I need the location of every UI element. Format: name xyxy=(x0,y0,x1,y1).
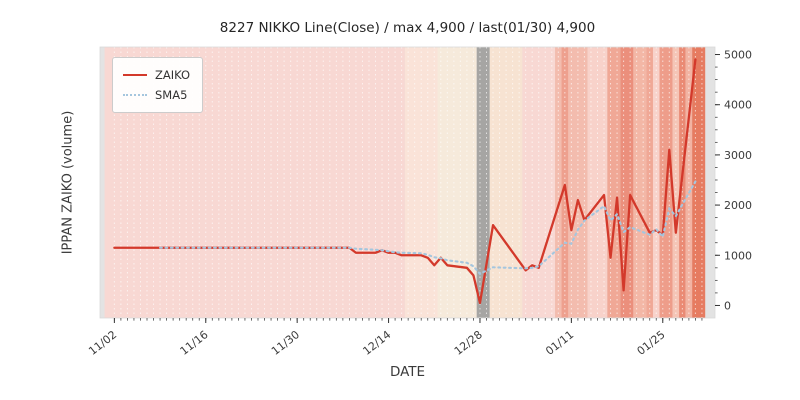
sma5-line-swatch xyxy=(123,94,147,96)
x-tick-label: 01/25 xyxy=(635,328,668,358)
y-tick-label: 5000 xyxy=(724,49,752,62)
legend-label-sma5: SMA5 xyxy=(155,88,188,102)
plot-frame xyxy=(99,46,716,319)
x-tick-labels: 11/02 11/16 11/30 12/14 12/28 01/11 01/25 xyxy=(86,328,667,358)
y-tick-label: 3000 xyxy=(724,149,752,162)
zaiko-line-swatch xyxy=(123,74,147,76)
sma5-line xyxy=(159,180,697,276)
y-tick-label: 0 xyxy=(724,299,731,312)
legend-item-sma5: SMA5 xyxy=(123,85,190,105)
legend-label-zaiko: ZAIKO xyxy=(155,68,191,82)
y-tick-label: 2000 xyxy=(724,199,752,212)
x-tick-label: 12/28 xyxy=(452,328,485,358)
legend-item-zaiko: ZAIKO xyxy=(123,65,190,85)
y-tick-labels: 0 1000 2000 3000 4000 5000 xyxy=(724,49,752,313)
x-tick-label: 12/14 xyxy=(360,328,393,358)
y-axis-label: IPPAN ZAIKO (volume) xyxy=(60,110,76,255)
y-tick-label: 1000 xyxy=(724,249,752,262)
x-tick-label: 11/16 xyxy=(178,328,211,358)
chart-title: 8227 NIKKO Line(Close) / max 4,900 / las… xyxy=(219,20,596,36)
x-axis-label: DATE xyxy=(389,364,426,380)
y-axis-ticks xyxy=(715,54,720,306)
x-axis-ticks xyxy=(113,318,703,323)
legend: ZAIKO SMA5 xyxy=(112,57,204,113)
x-tick-label: 11/02 xyxy=(86,328,119,358)
x-tick-label: 01/11 xyxy=(543,328,576,358)
y-tick-label: 4000 xyxy=(724,99,752,112)
x-tick-label: 11/30 xyxy=(269,328,302,358)
